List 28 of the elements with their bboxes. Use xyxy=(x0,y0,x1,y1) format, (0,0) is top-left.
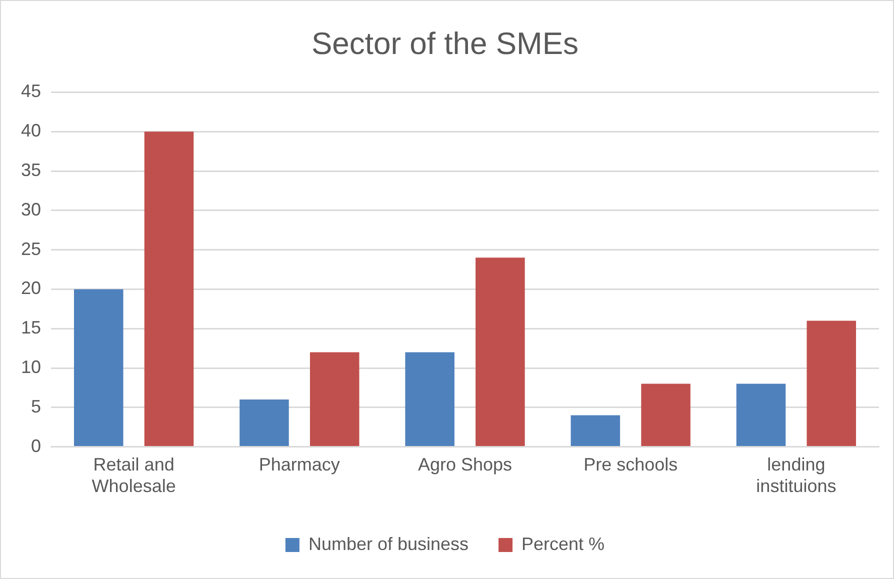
y-tick-label: 45 xyxy=(20,81,42,102)
y-tick-label: 25 xyxy=(20,238,42,259)
legend-label: Percent % xyxy=(522,534,605,554)
y-tick-label: 40 xyxy=(20,120,42,141)
bar xyxy=(806,320,856,446)
y-tick-label: 20 xyxy=(20,278,42,298)
chart-title: Sector of the SMEs xyxy=(311,26,579,62)
y-tick-label: 10 xyxy=(20,356,42,377)
bar xyxy=(74,289,124,446)
bar xyxy=(570,415,620,446)
legend-label: Number of business xyxy=(308,534,469,554)
x-tick-label: Retail and Wholesale xyxy=(92,454,176,496)
y-tick-label: 35 xyxy=(20,160,42,180)
x-tick-label: lending instituions xyxy=(756,454,836,496)
bar xyxy=(310,352,360,446)
x-tick-label: Pre schools xyxy=(584,454,678,475)
y-tick-label: 5 xyxy=(31,396,42,416)
bar xyxy=(405,352,454,446)
y-tick-label: 15 xyxy=(20,318,42,338)
bar xyxy=(476,258,525,446)
y-tick-label: 0 xyxy=(31,436,42,456)
y-tick-label: 30 xyxy=(20,199,42,220)
bar xyxy=(736,384,786,446)
bar xyxy=(144,132,194,446)
x-tick-label: Pharmacy xyxy=(258,454,340,475)
x-tick-label: Agro Shops xyxy=(418,454,512,475)
bar xyxy=(240,400,289,446)
bar xyxy=(641,384,690,446)
